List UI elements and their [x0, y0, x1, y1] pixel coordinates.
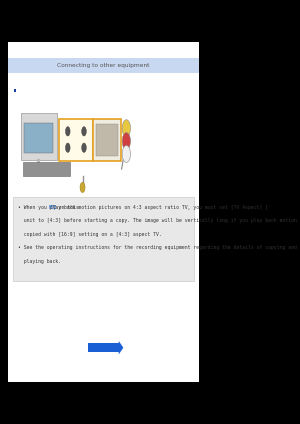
Bar [96, 124, 118, 156]
FancyBboxPatch shape [59, 119, 93, 161]
Circle shape [82, 143, 86, 152]
Polygon shape [119, 341, 123, 354]
Circle shape [82, 127, 86, 136]
Bar [14, 89, 16, 92]
Bar [24, 123, 53, 153]
Text: playing back.: playing back. [19, 259, 62, 264]
Bar [88, 343, 119, 352]
Bar [8, 58, 199, 73]
Text: Connecting to other equipment: Connecting to other equipment [57, 63, 150, 68]
FancyBboxPatch shape [21, 113, 56, 160]
Circle shape [65, 143, 70, 152]
Circle shape [65, 127, 70, 136]
Text: copied with [16:9] setting on a [4:3] aspect TV.: copied with [16:9] setting on a [4:3] as… [19, 232, 162, 237]
Text: • When you play back motion pictures on 4:3 aspect ratio TV, you must set [TV As: • When you play back motion pictures on … [19, 204, 268, 209]
FancyBboxPatch shape [14, 197, 194, 281]
Circle shape [80, 182, 85, 192]
Text: • See the operating instructions for the recording equipment regarding the detai: • See the operating instructions for the… [19, 245, 297, 250]
Bar [29, 164, 48, 167]
FancyBboxPatch shape [23, 162, 70, 176]
Circle shape [122, 120, 130, 137]
Text: ] on this: ] on this [53, 204, 79, 209]
FancyBboxPatch shape [93, 119, 121, 161]
Text: P53: P53 [49, 204, 58, 209]
Circle shape [122, 133, 130, 150]
Text: unit to [4:3] before starting a copy. The image will be vertically long if you p: unit to [4:3] before starting a copy. Th… [19, 218, 300, 223]
Bar [37, 159, 40, 165]
Bar [8, 42, 199, 382]
Circle shape [122, 145, 130, 162]
